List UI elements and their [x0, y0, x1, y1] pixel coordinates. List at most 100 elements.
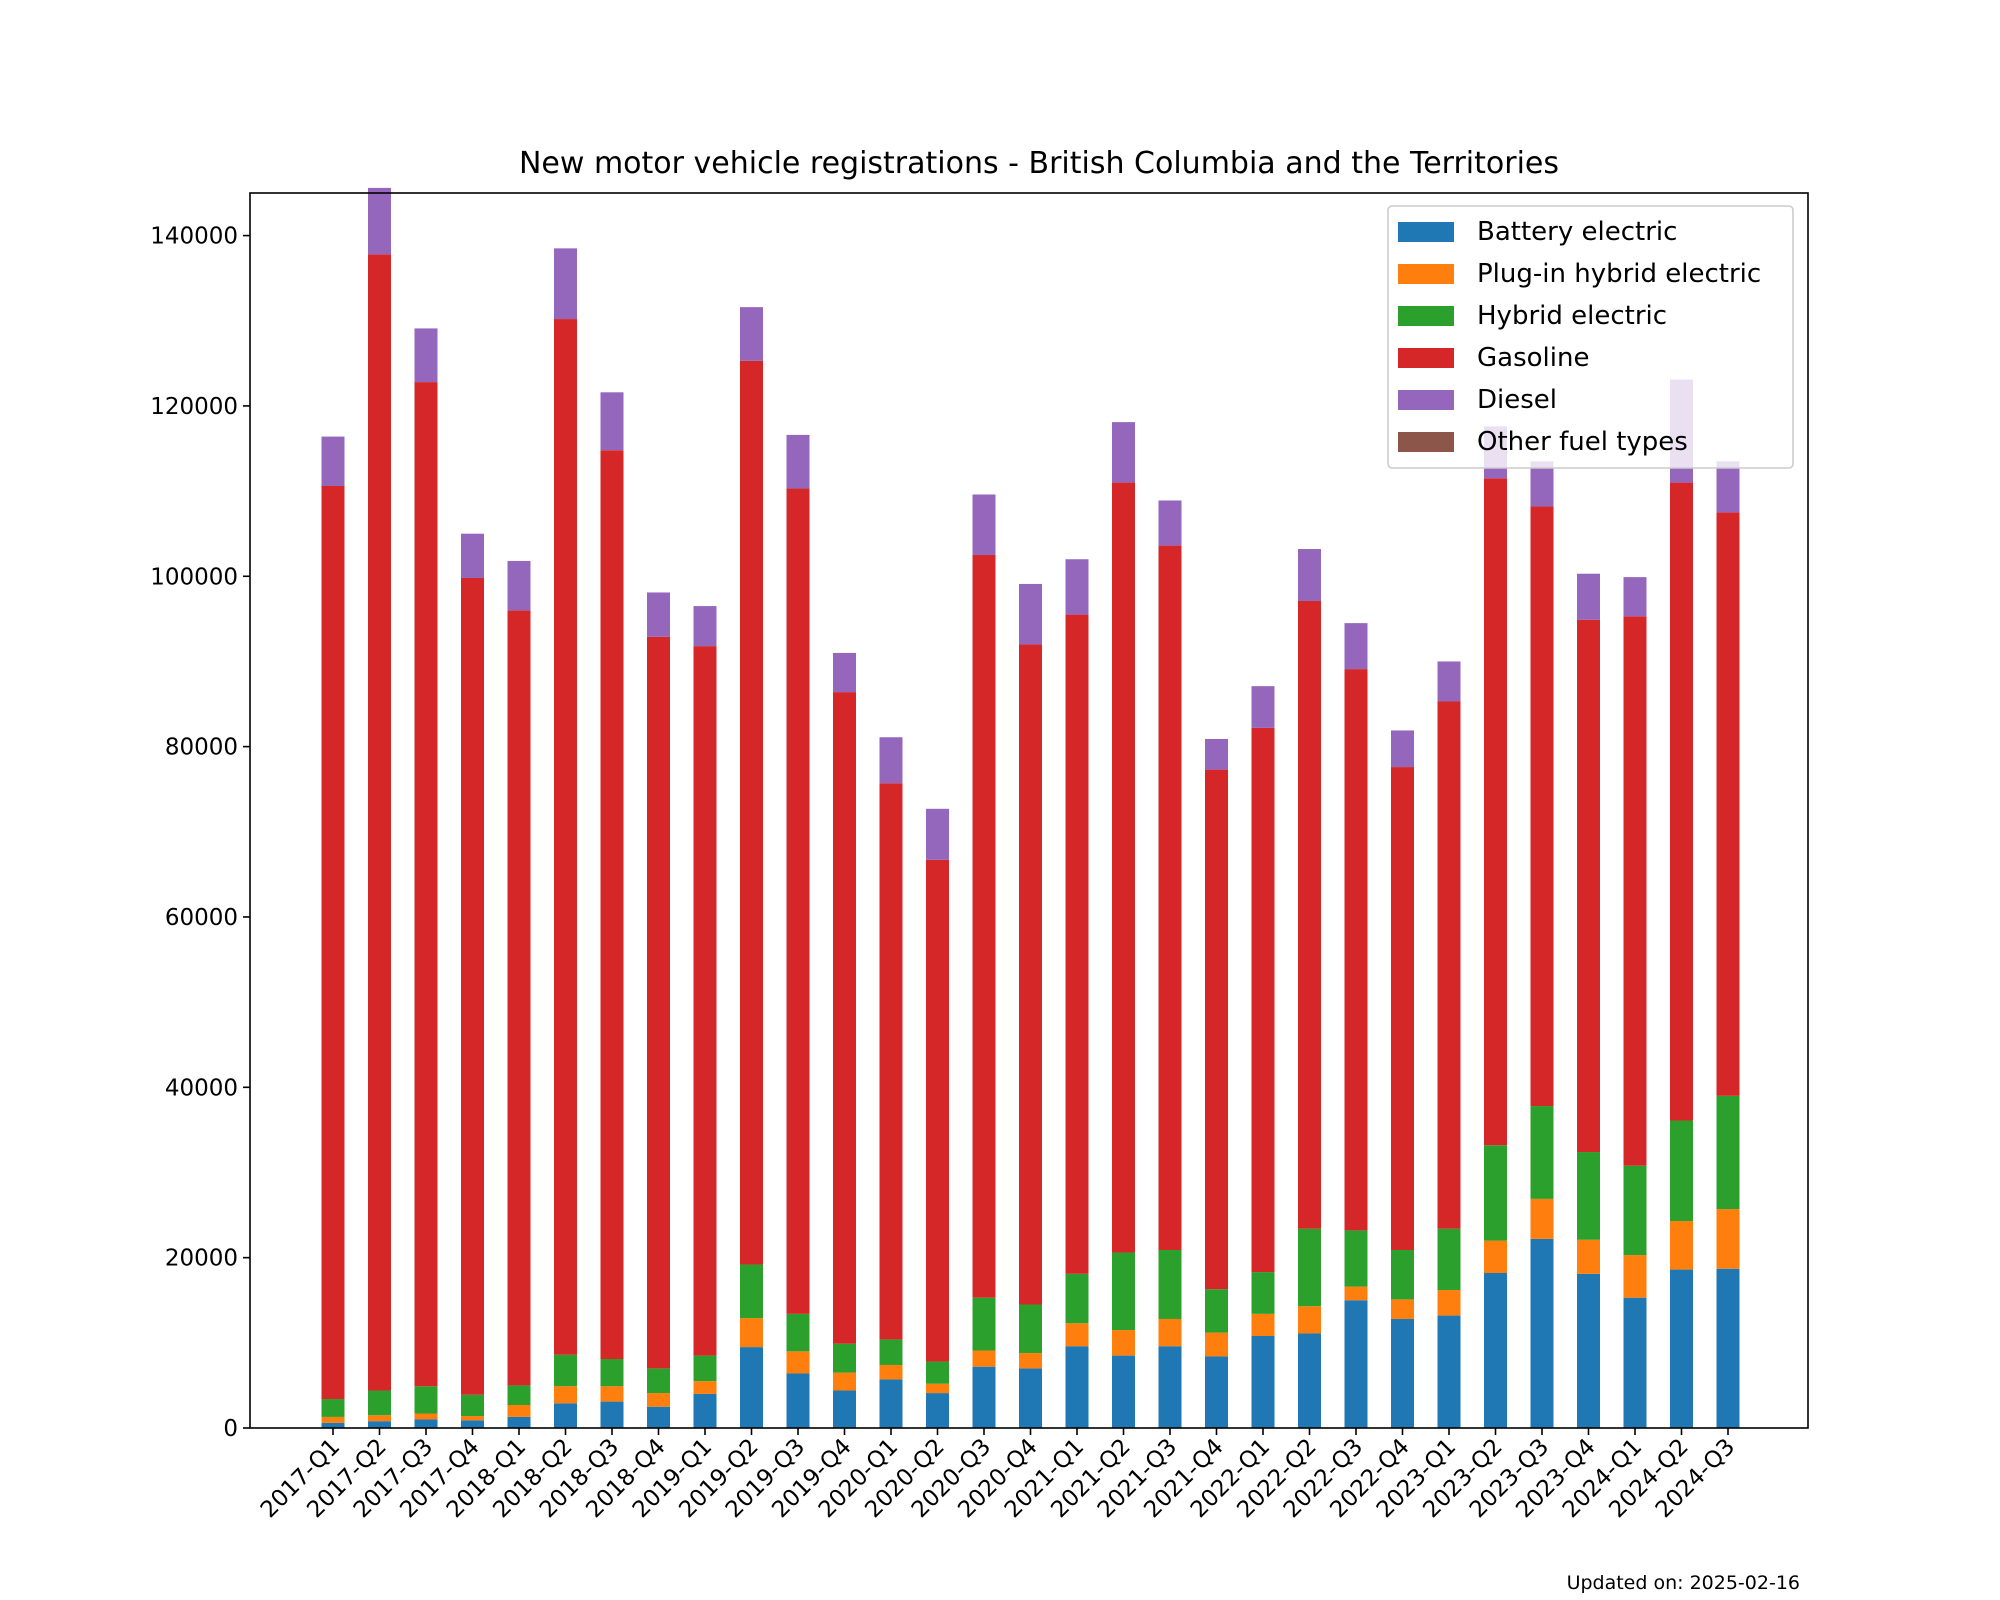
bar-segment-2017-Q1-diesel	[321, 436, 345, 486]
bar-segment-2020-Q1-hybrid-electric	[879, 1339, 903, 1365]
bar-segment-2021-Q4-plug-in-hybrid-electric	[1205, 1332, 1228, 1357]
bar-segment-2021-Q2-battery-electric	[1112, 1355, 1135, 1428]
bar-segment-2018-Q4-hybrid-electric	[647, 1368, 670, 1394]
legend-swatch-battery-electric	[1398, 222, 1454, 242]
bar-segment-2017-Q3-battery-electric	[414, 1419, 438, 1428]
bar-segment-2023-Q3-gasoline	[1530, 506, 1554, 1107]
bar-segment-2022-Q4-diesel	[1391, 730, 1414, 768]
bar-segment-2017-Q3-hybrid-electric	[414, 1386, 438, 1414]
legend-swatch-hybrid-electric	[1398, 306, 1454, 326]
bar-segment-2018-Q4-battery-electric	[647, 1406, 670, 1428]
legend-label: Gasoline	[1477, 343, 1589, 373]
bar-segment-2019-Q4-plug-in-hybrid-electric	[833, 1372, 856, 1391]
bar-segment-2023-Q1-plug-in-hybrid-electric	[1437, 1290, 1461, 1316]
bar-segment-2021-Q1-battery-electric	[1065, 1346, 1089, 1428]
bar-segment-2020-Q2-gasoline	[926, 859, 949, 1362]
bar-segment-2022-Q2-hybrid-electric	[1298, 1228, 1321, 1307]
bar-segment-2021-Q1-diesel	[1065, 559, 1089, 615]
bar-segment-2022-Q2-battery-electric	[1298, 1333, 1321, 1428]
bar-segment-2017-Q2-gasoline	[368, 254, 391, 1391]
bar-segment-2019-Q1-plug-in-hybrid-electric	[693, 1381, 717, 1394]
bar-segment-2017-Q3-diesel	[414, 328, 438, 383]
legend-label: Hybrid electric	[1477, 301, 1667, 331]
bar-segment-2023-Q3-diesel	[1530, 461, 1554, 507]
bar-segment-2022-Q2-gasoline	[1298, 600, 1321, 1229]
bar-segment-2018-Q3-plug-in-hybrid-electric	[600, 1386, 624, 1402]
bar-segment-2024-Q3-hybrid-electric	[1716, 1095, 1740, 1210]
bar-segment-2017-Q2-battery-electric	[368, 1421, 391, 1428]
bar-segment-2019-Q3-hybrid-electric	[786, 1313, 810, 1352]
bar-segment-2018-Q1-plug-in-hybrid-electric	[507, 1405, 531, 1417]
bar-segment-2022-Q4-hybrid-electric	[1391, 1249, 1414, 1300]
bar-segment-2017-Q1-battery-electric	[321, 1422, 345, 1428]
bar-segment-2021-Q3-plug-in-hybrid-electric	[1158, 1318, 1182, 1347]
bar-segment-2019-Q2-plug-in-hybrid-electric	[740, 1318, 763, 1348]
bar-segment-2019-Q3-plug-in-hybrid-electric	[786, 1351, 810, 1374]
bar-segment-2017-Q1-gasoline	[321, 485, 345, 1400]
bar-segment-2024-Q2-gasoline	[1670, 482, 1693, 1121]
bar-segment-2020-Q4-gasoline	[1019, 644, 1042, 1305]
bar-segment-2023-Q3-battery-electric	[1530, 1238, 1554, 1428]
bar-segment-2023-Q1-diesel	[1437, 661, 1461, 702]
bar-segment-2024-Q1-diesel	[1623, 577, 1647, 617]
y-tick-label: 0	[223, 1416, 238, 1442]
bar-segment-2020-Q3-gasoline	[972, 554, 996, 1298]
bar-segment-2018-Q3-hybrid-electric	[600, 1359, 624, 1387]
bar-segment-2021-Q4-hybrid-electric	[1205, 1289, 1228, 1333]
bar-segment-2023-Q3-plug-in-hybrid-electric	[1530, 1198, 1554, 1239]
bar-segment-2017-Q4-plug-in-hybrid-electric	[461, 1416, 484, 1421]
bar-segment-2021-Q3-hybrid-electric	[1158, 1249, 1182, 1319]
bar-segment-2023-Q3-hybrid-electric	[1530, 1106, 1554, 1199]
bar-segment-2017-Q3-gasoline	[414, 382, 438, 1387]
bar-segment-2021-Q3-diesel	[1158, 500, 1182, 546]
plot-area-frame	[249, 192, 1809, 1429]
bar-segment-2020-Q3-hybrid-electric	[972, 1297, 996, 1351]
bar-segment-2017-Q4-gasoline	[461, 577, 484, 1395]
bar-segment-2024-Q2-plug-in-hybrid-electric	[1670, 1221, 1693, 1270]
legend-swatch-plug-in-hybrid-electric	[1398, 264, 1454, 284]
bar-segment-2017-Q3-plug-in-hybrid-electric	[414, 1413, 438, 1420]
bar-segment-2022-Q1-plug-in-hybrid-electric	[1251, 1313, 1275, 1337]
bar-segment-2019-Q2-gasoline	[740, 360, 763, 1265]
legend: Battery electric Plug-in hybrid electric H…	[1387, 205, 1794, 469]
bar-segment-2020-Q2-plug-in-hybrid-electric	[926, 1383, 949, 1394]
legend-label: Other fuel types	[1477, 427, 1688, 457]
legend-swatch-other-fuel-types	[1398, 432, 1454, 452]
bar-segment-2023-Q2-gasoline	[1484, 478, 1507, 1146]
bar-segment-2017-Q4-diesel	[461, 533, 484, 578]
bar-segment-2021-Q2-hybrid-electric	[1112, 1252, 1135, 1331]
bar-segment-2024-Q3-gasoline	[1716, 512, 1740, 1096]
bar-segment-2018-Q4-plug-in-hybrid-electric	[647, 1393, 670, 1407]
bar-segment-2024-Q2-battery-electric	[1670, 1269, 1693, 1428]
bar-segment-2024-Q1-battery-electric	[1623, 1297, 1647, 1428]
bar-segment-2019-Q4-hybrid-electric	[833, 1343, 856, 1373]
bar-segment-2020-Q2-diesel	[926, 808, 949, 860]
bar-segment-2022-Q3-plug-in-hybrid-electric	[1344, 1286, 1368, 1301]
y-tick-label: 80000	[165, 735, 238, 761]
bar-segment-2022-Q4-battery-electric	[1391, 1318, 1414, 1428]
bar-segment-2023-Q2-battery-electric	[1484, 1272, 1507, 1428]
bar-segment-2024-Q2-hybrid-electric	[1670, 1120, 1693, 1222]
bar-segment-2021-Q1-plug-in-hybrid-electric	[1065, 1323, 1089, 1347]
bar-segment-2021-Q2-gasoline	[1112, 482, 1135, 1253]
bar-segment-2024-Q3-battery-electric	[1716, 1268, 1740, 1428]
bar-segment-2017-Q4-battery-electric	[461, 1420, 484, 1428]
bar-segment-2018-Q2-gasoline	[554, 319, 577, 1355]
bar-segment-2022-Q4-gasoline	[1391, 767, 1414, 1250]
bar-segment-2018-Q2-diesel	[554, 248, 577, 320]
bar-segment-2019-Q1-diesel	[693, 606, 717, 647]
bar-segment-2020-Q2-hybrid-electric	[926, 1361, 949, 1384]
bar-segment-2023-Q1-hybrid-electric	[1437, 1228, 1461, 1291]
bar-segment-2021-Q2-plug-in-hybrid-electric	[1112, 1330, 1135, 1356]
bar-segment-2022-Q1-diesel	[1251, 686, 1275, 728]
y-tick-label: 100000	[150, 564, 238, 590]
bar-segment-2022-Q3-diesel	[1344, 623, 1368, 670]
legend-label: Plug-in hybrid electric	[1477, 259, 1761, 289]
bar-segment-2023-Q1-gasoline	[1437, 701, 1461, 1229]
bar-segment-2019-Q2-hybrid-electric	[740, 1264, 763, 1319]
bar-segment-2023-Q2-hybrid-electric	[1484, 1145, 1507, 1241]
bar-segment-2017-Q4-hybrid-electric	[461, 1394, 484, 1417]
bar-segment-2019-Q3-diesel	[786, 434, 810, 489]
chart-title: New motor vehicle registrations - Britis…	[519, 146, 1559, 181]
